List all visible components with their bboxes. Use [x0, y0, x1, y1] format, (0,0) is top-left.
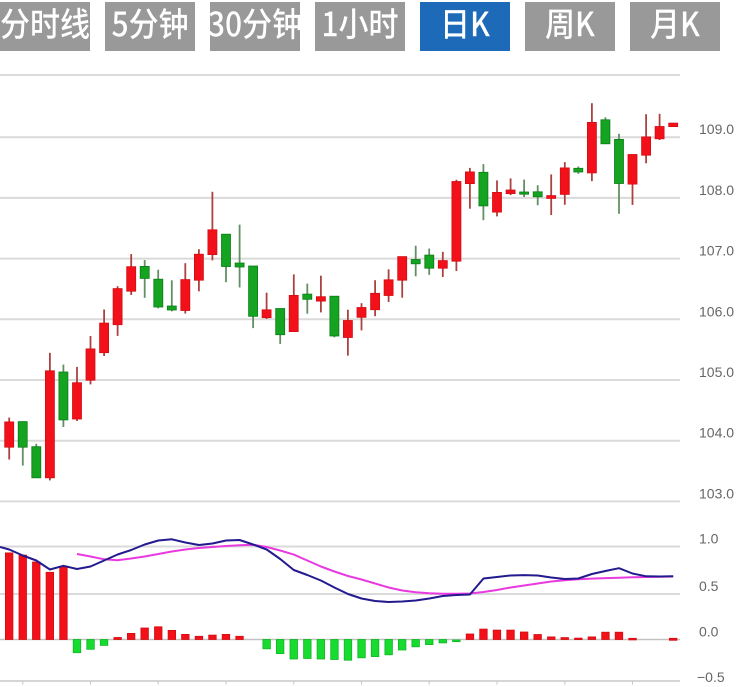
svg-text:1.0: 1.0 — [699, 531, 719, 547]
svg-text:0.5: 0.5 — [699, 578, 719, 594]
svg-text:−0.5: −0.5 — [697, 669, 725, 685]
svg-text:105.0: 105.0 — [699, 364, 734, 380]
svg-text:104.0: 104.0 — [699, 425, 734, 441]
svg-text:103.0: 103.0 — [699, 485, 734, 501]
svg-text:0.0: 0.0 — [699, 624, 719, 640]
svg-text:108.0: 108.0 — [699, 182, 734, 198]
svg-text:106.0: 106.0 — [699, 303, 734, 319]
svg-text:109.0: 109.0 — [699, 121, 734, 137]
svg-text:107.0: 107.0 — [699, 243, 734, 259]
